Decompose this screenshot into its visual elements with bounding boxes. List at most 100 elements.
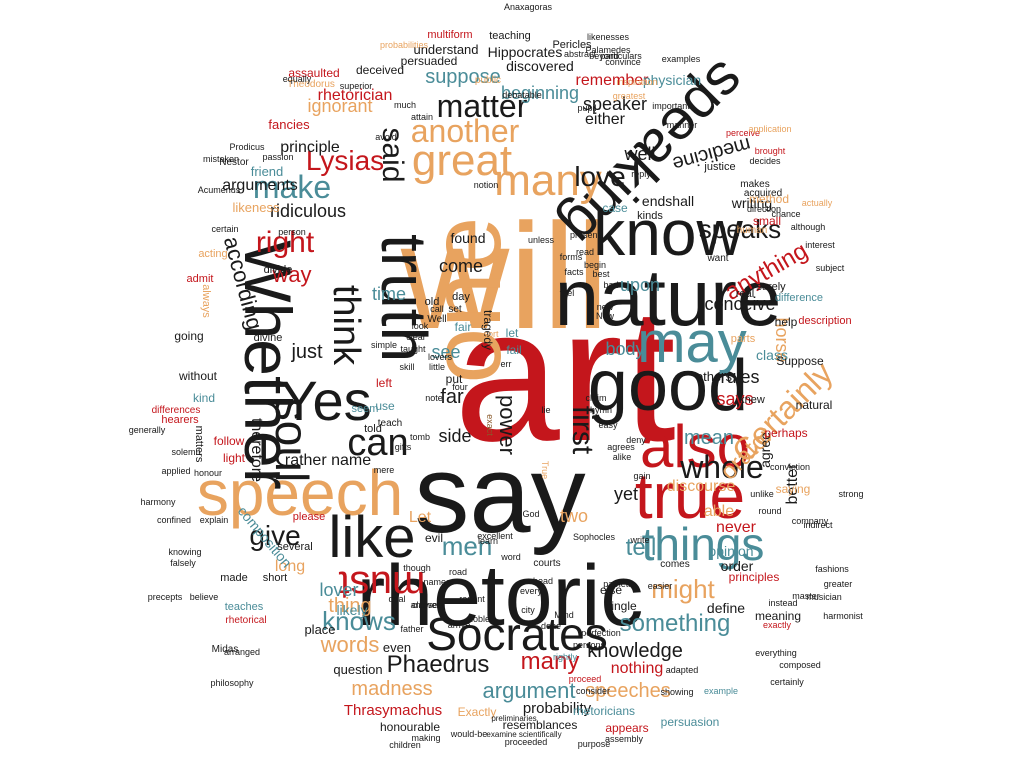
cloud-word: company	[792, 516, 829, 526]
cloud-word: multiform	[427, 29, 472, 41]
cloud-word: define	[707, 600, 745, 616]
cloud-word: easier	[648, 581, 673, 591]
cloud-word: Let	[409, 509, 432, 526]
cloud-word: light	[223, 451, 246, 465]
cloud-word: persons	[573, 640, 606, 650]
cloud-word: explain	[200, 515, 229, 525]
cloud-word: beyond	[589, 51, 619, 61]
cloud-word: fashions	[815, 564, 849, 574]
cloud-word: want	[706, 253, 728, 264]
cloud-word: look	[412, 321, 429, 331]
cloud-word: Exactly	[458, 705, 497, 719]
cloud-word: therefore	[248, 418, 265, 482]
cloud-word: feel	[560, 288, 575, 298]
cloud-word: side	[438, 426, 471, 446]
cloud-word: Phaedrus	[387, 651, 490, 678]
cloud-word: Prodicus	[229, 142, 265, 152]
cloud-word: important	[652, 101, 690, 111]
cloud-word: exactly	[763, 620, 792, 630]
cloud-word: attain	[411, 112, 433, 122]
cloud-word: well	[623, 144, 655, 164]
cloud-word: soul	[266, 398, 318, 482]
cloud-word: left	[376, 376, 393, 390]
cloud-word: hymn	[590, 405, 612, 415]
cloud-word: case	[602, 201, 628, 215]
cloud-word: showing	[660, 687, 693, 697]
cloud-word: long	[275, 558, 305, 575]
cloud-word: appears	[605, 721, 648, 735]
cloud-word: let	[506, 326, 519, 340]
cloud-word: nothing	[611, 660, 664, 677]
cloud-word: tell	[626, 534, 657, 561]
cloud-word: kinds	[637, 210, 663, 222]
cloud-word: better	[784, 463, 801, 505]
cloud-word: rather name	[285, 452, 371, 469]
cloud-word: even	[383, 640, 411, 655]
cloud-word: see	[431, 342, 460, 362]
cloud-word: answer	[410, 600, 439, 610]
cloud-word: speech	[197, 457, 403, 529]
cloud-word: suppose	[425, 66, 501, 88]
cloud-word: though	[403, 563, 431, 573]
cloud-word: meaning	[755, 609, 801, 623]
cloud-word: writing	[731, 195, 772, 211]
cloud-word: debatable	[502, 90, 542, 100]
cloud-word: bad	[603, 280, 618, 290]
cloud-word: just	[290, 341, 323, 363]
cloud-word: generally	[129, 425, 166, 435]
cloud-word: upon	[620, 275, 660, 295]
cloud-word: honour	[194, 468, 222, 478]
cloud-word: principle	[280, 139, 340, 156]
cloud-word: say	[414, 433, 585, 556]
cloud-word: Midas	[212, 644, 239, 655]
cloud-word: kind	[193, 391, 215, 405]
cloud-word: told	[364, 423, 382, 435]
cloud-word: indirect	[803, 520, 833, 530]
cloud-word: assaulted	[288, 66, 339, 80]
cloud-word: likely	[336, 602, 367, 618]
cloud-word: likeness	[233, 200, 280, 215]
cloud-word: single	[605, 599, 637, 613]
cloud-word: madness	[351, 678, 432, 700]
cloud-word: argument	[483, 678, 576, 703]
cloud-word: begin	[584, 260, 606, 270]
cloud-word: direction	[747, 204, 781, 214]
cloud-word: mere	[374, 465, 395, 475]
cloud-word: skill	[400, 362, 415, 372]
cloud-word: give	[249, 520, 300, 551]
cloud-word: lie	[541, 405, 550, 415]
cloud-word: God	[522, 509, 539, 519]
cloud-word: differences	[152, 405, 201, 416]
cloud-word: Palamedes	[585, 45, 631, 55]
cloud-word: please	[293, 511, 325, 523]
cloud-word: may	[637, 310, 747, 375]
cloud-word: justice	[703, 161, 735, 173]
cloud-word: Now	[596, 311, 615, 321]
cloud-word: day	[452, 291, 470, 303]
cloud-word: making	[411, 733, 440, 743]
cloud-word: consider	[576, 686, 610, 696]
cloud-word: arrive	[448, 620, 471, 630]
cloud-word: admit	[187, 273, 214, 285]
cloud-word: teaching	[489, 30, 531, 42]
cloud-word: always	[200, 284, 212, 318]
cloud-word: many	[494, 156, 602, 205]
cloud-word: short	[263, 572, 287, 584]
cloud-word: understand	[413, 42, 478, 57]
cloud-word: friend	[251, 164, 284, 179]
cloud-word: saying	[776, 482, 811, 496]
cloud-word: decides	[749, 156, 781, 166]
cloud-word: acting	[198, 248, 227, 260]
cloud-word: err	[501, 359, 512, 369]
cloud-word: persuaded	[401, 54, 458, 68]
cloud-word: perceive	[726, 128, 760, 138]
cloud-word: class	[756, 347, 788, 363]
cloud-word: courts	[533, 558, 560, 569]
cloud-word: harmonist	[823, 611, 863, 621]
cloud-word: Pericles	[552, 39, 592, 51]
cloud-word: help	[775, 315, 798, 329]
cloud-word: question	[333, 662, 382, 677]
cloud-word: chance	[771, 209, 800, 219]
cloud-word: opinion	[708, 543, 753, 559]
cloud-word: matter	[437, 88, 528, 124]
